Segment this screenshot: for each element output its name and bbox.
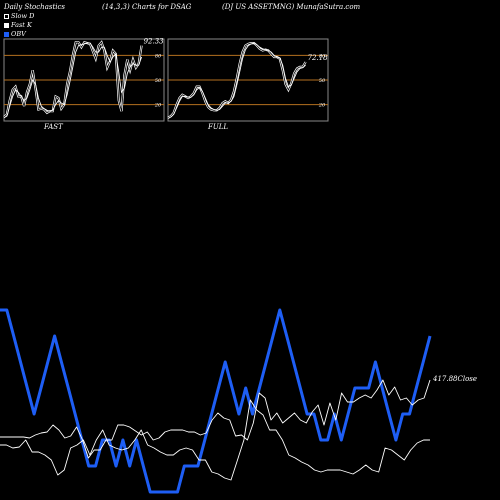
last-value-label: 72.18 — [308, 54, 329, 62]
stochastic-panel-fast: 20 50 80 92.33 FAST — [3, 38, 165, 131]
legend-label: OBV — [11, 30, 26, 38]
header-center-title: (14,3,3) Charts for DSAG — [102, 3, 192, 11]
fast-k-line-core — [3, 41, 142, 118]
legend-label: Fast K — [11, 21, 32, 29]
y-tick-label: 50 — [155, 78, 162, 84]
slow-d-line — [3, 42, 143, 119]
header-left-title: Daily Stochastics — [4, 3, 66, 11]
last-value-label: 92.33 — [144, 38, 165, 46]
obv-swatch-icon — [4, 32, 9, 37]
legend: Slow D Fast K OBV — [4, 12, 34, 39]
y-tick-label: 80 — [155, 53, 162, 59]
legend-item-slow-d: Slow D — [4, 12, 34, 21]
close-end-label: 417.88Close — [432, 375, 477, 383]
slow-d-line — [167, 42, 306, 119]
slow-d-swatch-icon — [4, 14, 9, 19]
header-right-title: (DJ US ASSETMNG) MunafaSutra.com — [222, 3, 361, 11]
y-tick-label: 20 — [318, 103, 326, 109]
y-tick-label: 20 — [154, 103, 162, 109]
obv-line — [0, 308, 432, 494]
y-tick-label: 80 — [319, 53, 326, 59]
legend-item-fast-k: Fast K — [4, 21, 34, 30]
price-volume-panel: 417.88Close — [0, 308, 477, 494]
legend-item-obv: OBV — [4, 30, 34, 39]
legend-label: Slow D — [11, 12, 35, 20]
close-price-line — [0, 379, 431, 459]
fast-k-line-core — [167, 42, 306, 119]
panel-label: FAST — [43, 123, 64, 131]
fast-k-swatch-icon — [4, 23, 9, 28]
panel-label: FULL — [207, 123, 228, 131]
secondary-price-line — [0, 399, 430, 481]
y-tick-label: 50 — [319, 78, 326, 84]
